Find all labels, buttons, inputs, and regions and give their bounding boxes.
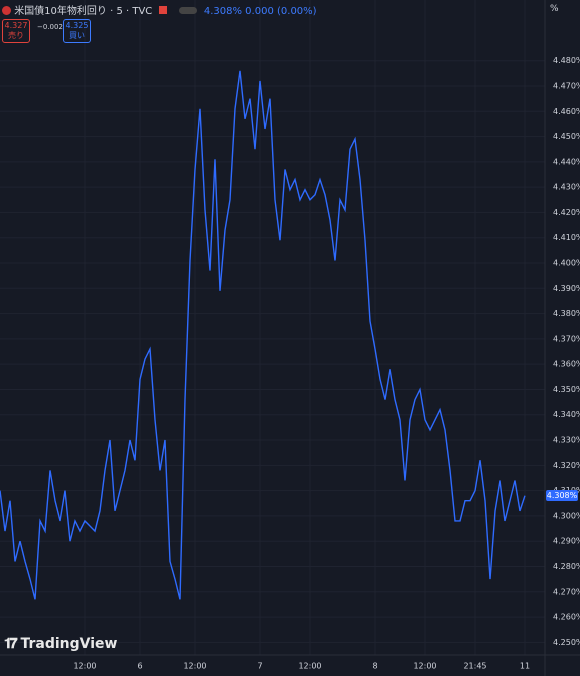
symbol-header: 米国債10年物利回り · 5 · TVC 4.308% 0.000 (0.00%… [2, 2, 317, 17]
y-tick-label: 4.330% [553, 436, 580, 445]
y-tick-label: 4.280% [553, 562, 580, 571]
y-tick-label: 4.430% [553, 183, 580, 192]
x-tick-label: 12:00 [298, 662, 321, 671]
spread: −0.002 [37, 23, 63, 31]
y-tick-label: 4.370% [553, 334, 580, 343]
buy-label: 買い [69, 31, 85, 40]
y-tick-label: 4.320% [553, 461, 580, 470]
y-tick-label: 4.250% [553, 638, 580, 647]
y-tick-label: 4.380% [553, 309, 580, 318]
x-tick-label: 12:00 [183, 662, 206, 671]
y-tick-label: 4.480% [553, 56, 580, 65]
brand: 𝟏𝟕 TradingView [4, 636, 118, 652]
unit: % [550, 4, 559, 14]
x-tick-label: 12:00 [413, 662, 436, 671]
y-tick-label: 4.460% [553, 107, 580, 116]
y-tick-label: 4.470% [553, 81, 580, 90]
y-tick-label: 4.350% [553, 385, 580, 394]
x-tick-label: 21:45 [463, 662, 486, 671]
y-tick-label: 4.260% [553, 613, 580, 622]
y-tick-label: 4.340% [553, 410, 580, 419]
x-tick-label: 12:00 [73, 662, 96, 671]
y-tick-label: 4.270% [553, 587, 580, 596]
y-tick-label: 4.420% [553, 208, 580, 217]
y-tick-label: 4.410% [553, 233, 580, 242]
y-tick-label: 4.300% [553, 511, 580, 520]
sell-price: 4.327 [4, 21, 28, 30]
toggle[interactable] [178, 7, 197, 14]
sell-button[interactable]: 4.327 売り [2, 19, 30, 43]
y-tick-label: 4.450% [553, 132, 580, 141]
x-tick-label: 8 [372, 662, 377, 671]
last-price: 4.308% [203, 6, 242, 17]
change-pct: (0.00%) [277, 6, 317, 17]
brand-name: TradingView [20, 636, 118, 652]
x-tick-label: 11 [520, 662, 530, 671]
y-tick-label: 4.390% [553, 284, 580, 293]
buy-price: 4.325 [65, 21, 89, 30]
flag [159, 6, 168, 14]
y-tick-label: 4.440% [553, 157, 580, 166]
x-tick-label: 6 [137, 662, 142, 671]
flag-icon [2, 6, 11, 15]
y-tick-label: 4.290% [553, 537, 580, 546]
change: 0.000 [245, 6, 274, 17]
y-tick-label: 4.400% [553, 259, 580, 268]
x-tick-label: 7 [257, 662, 262, 671]
title: 米国債10年物利回り · 5 · TVC [14, 6, 153, 17]
price-tag: 4.308% [546, 489, 578, 501]
price-line [0, 70, 526, 600]
y-tick-label: 4.360% [553, 360, 580, 369]
sell-label: 売り [8, 31, 24, 40]
buy-button[interactable]: 4.325 買い [63, 19, 91, 43]
